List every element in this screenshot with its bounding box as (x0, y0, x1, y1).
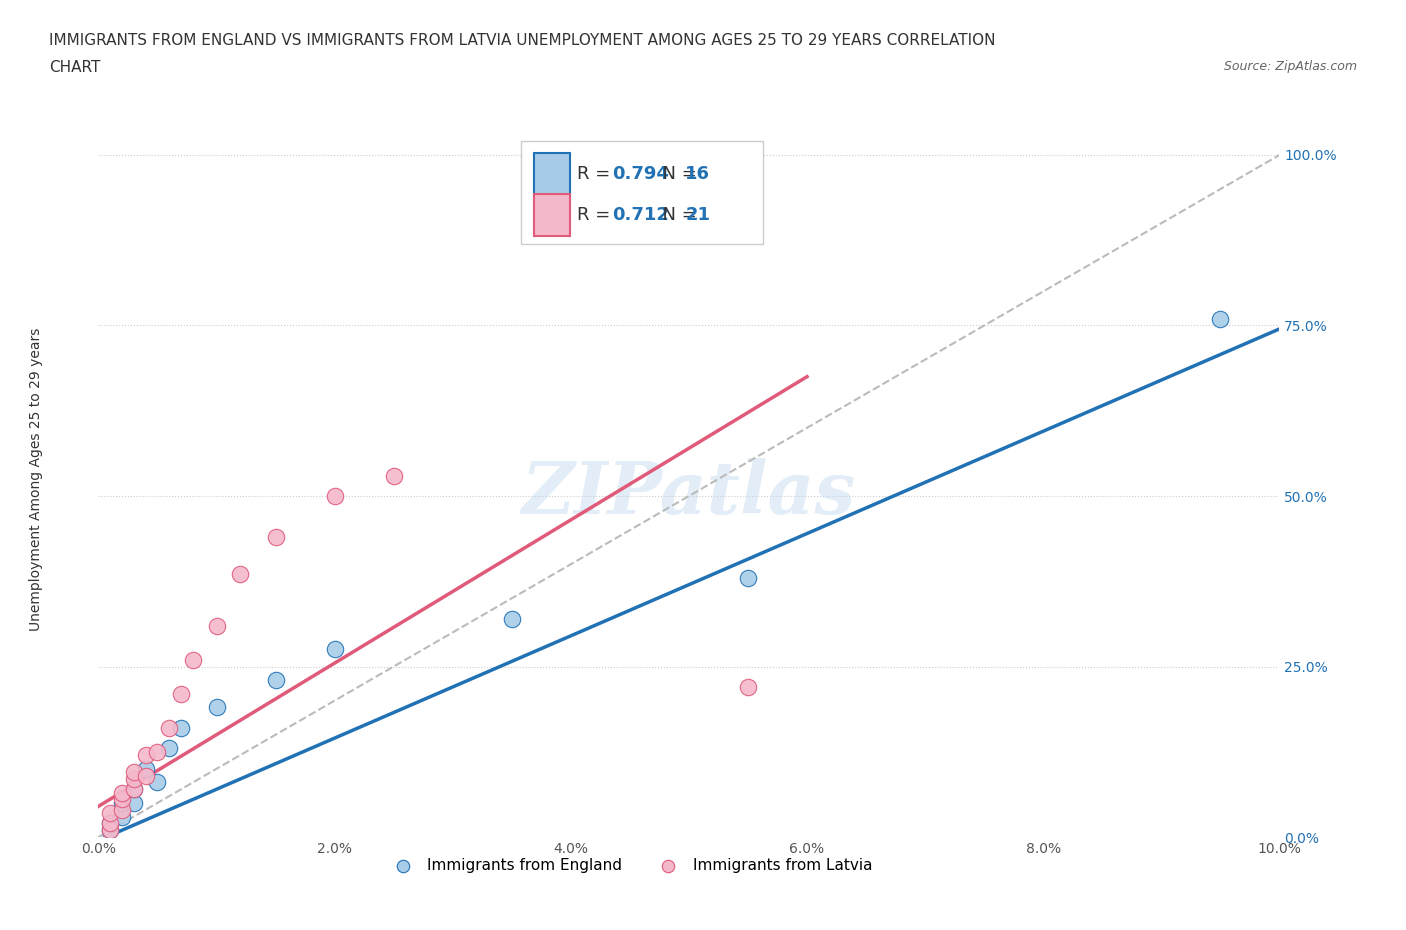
Point (1209, 312, 1232, 326)
Point (229, 567, 252, 582)
Text: N =: N = (651, 166, 703, 183)
Point (122, 764, 145, 779)
Text: 16: 16 (685, 166, 710, 183)
Point (111, 792, 134, 807)
Point (170, 721, 193, 736)
Point (98, 816, 121, 830)
Point (264, 672, 287, 687)
Point (122, 772, 145, 787)
Point (157, 741, 180, 756)
Point (111, 803, 134, 817)
Point (135, 768, 157, 783)
Text: N =: N = (651, 206, 703, 223)
Point (323, 642, 346, 657)
Point (382, 468, 405, 483)
Text: ZIPatlas: ZIPatlas (522, 458, 856, 529)
Text: CHART: CHART (49, 60, 101, 75)
Point (98, 805, 121, 820)
Point (135, 762, 157, 777)
Point (170, 686, 193, 701)
Point (122, 782, 145, 797)
Point (205, 700, 228, 715)
Point (205, 618, 228, 633)
Text: R =: R = (576, 206, 616, 223)
Point (264, 529, 287, 544)
Text: 0.712: 0.712 (612, 206, 669, 223)
Point (98, 823, 121, 838)
Text: 0.794: 0.794 (612, 166, 669, 183)
Point (98, 816, 121, 830)
Text: Source: ZipAtlas.com: Source: ZipAtlas.com (1223, 60, 1357, 73)
Text: IMMIGRANTS FROM ENGLAND VS IMMIGRANTS FROM LATVIA UNEMPLOYMENT AMONG AGES 25 TO : IMMIGRANTS FROM ENGLAND VS IMMIGRANTS FR… (49, 33, 995, 47)
Text: 21: 21 (685, 206, 710, 223)
Point (157, 721, 180, 736)
Legend: Immigrants from England, Immigrants from Latvia: Immigrants from England, Immigrants from… (381, 852, 879, 880)
Point (111, 809, 134, 824)
Point (146, 775, 169, 790)
Point (98, 823, 121, 838)
Point (135, 748, 157, 763)
Point (122, 795, 145, 810)
Point (146, 744, 169, 759)
Point (111, 785, 134, 800)
Point (111, 795, 134, 810)
Point (737, 680, 759, 695)
Point (122, 782, 145, 797)
Text: R =: R = (576, 166, 616, 183)
Y-axis label: Unemployment Among Ages 25 to 29 years: Unemployment Among Ages 25 to 29 years (30, 327, 42, 631)
Point (501, 611, 523, 626)
Point (737, 570, 759, 585)
Point (323, 488, 346, 503)
Point (181, 652, 204, 667)
